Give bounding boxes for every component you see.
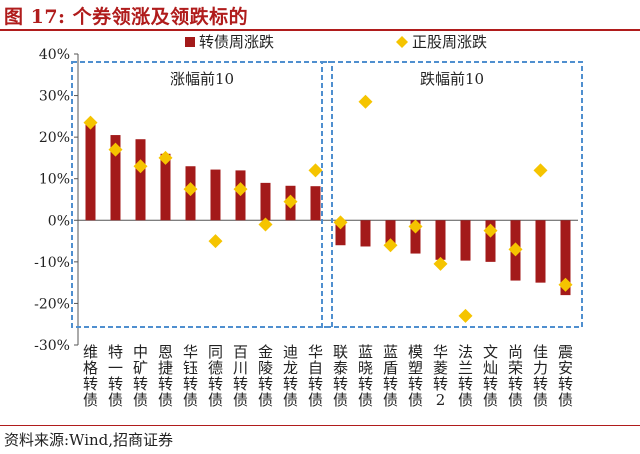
bar-金陵转债 (260, 182, 271, 221)
bar-文灿转债 (485, 220, 496, 262)
y-tick-label: 20% (39, 130, 70, 146)
marker-中矿转债 (133, 159, 148, 174)
x-category-label: 震安转债 (558, 343, 573, 409)
marker-特一转债 (108, 142, 123, 157)
marker-法兰转债 (458, 308, 473, 323)
x-category-label: 佳力转债 (533, 343, 548, 409)
figure-title: 图 17: 个券领涨及领跌标的 (4, 6, 249, 28)
x-category-label: 金陵转债 (258, 343, 273, 409)
x-category-label: 文灿转债 (483, 343, 498, 409)
y-tick-label: -30% (34, 338, 70, 354)
x-category-label: 同德转债 (208, 343, 223, 409)
x-category-label: 尚荣转债 (508, 343, 523, 409)
y-tick-label: 0% (48, 213, 70, 229)
marker-佳力转债 (533, 163, 548, 178)
marker-蓝盾转债 (383, 238, 398, 253)
bar-法兰转债 (460, 220, 471, 261)
marker-华钰转债 (183, 182, 198, 197)
bond-change-chart: 40% 30% 20% 10% 0% -10% -20% -30% 涨幅前10 跌幅前10 维格转债… (34, 33, 583, 409)
group-label-1: 涨幅前10 (170, 70, 234, 88)
group-box-2 (321, 61, 583, 328)
y-tick-label: 10% (39, 172, 70, 188)
group-label-2: 跌幅前10 (420, 70, 484, 88)
marker-华菱转2 (433, 256, 448, 271)
bar-模塑转债 (410, 220, 421, 254)
bar-震安转债 (560, 220, 571, 296)
x-category-label: 模塑转债 (408, 343, 423, 409)
marker-蓝晓转债 (358, 94, 373, 109)
marker-联泰转债 (333, 215, 348, 230)
y-tick-label: -10% (34, 255, 70, 271)
marker-文灿转债 (483, 223, 498, 238)
x-category-label: 恩捷转债 (158, 343, 173, 409)
x-category-label: 中矿转债 (133, 343, 148, 409)
marker-迪龙转债 (283, 194, 298, 209)
bar-华菱转2 (435, 220, 446, 260)
marker-震安转债 (558, 277, 573, 292)
x-category-label: 华菱转 2 (433, 343, 448, 409)
x-category-label: 联泰转债 (333, 343, 348, 409)
bar-蓝盾转债 (385, 220, 396, 248)
chart-container: 40% 30% 20% 10% 0% -10% -20% -30% 涨幅前10 跌幅前10 维格转债… (0, 32, 640, 424)
source-divider (0, 425, 640, 426)
legend-swatch-marker (396, 36, 408, 48)
bar-蓝晓转债 (360, 220, 371, 247)
marker-尚荣转债 (508, 242, 523, 257)
marker-同德转债 (208, 234, 223, 249)
legend-label-marker: 正股周涨跌 (412, 33, 487, 51)
x-category-label: 法兰转债 (458, 343, 473, 409)
bar-恩捷转债 (160, 153, 171, 221)
title-bar: 图 17: 个券领涨及领跌标的 (0, 0, 640, 31)
x-category-label: 蓝盾转债 (383, 343, 398, 409)
marker-维格转债 (83, 115, 98, 130)
bar-华自转债 (310, 186, 321, 221)
y-tick-label: -20% (34, 296, 70, 312)
bar-佳力转债 (535, 220, 546, 283)
bar-联泰转债 (335, 220, 346, 246)
y-tick-label: 40% (39, 47, 70, 63)
bar-维格转债 (85, 120, 96, 221)
x-category-label: 蓝晓转债 (358, 343, 373, 409)
marker-华自转债 (308, 163, 323, 178)
bar-同德转债 (210, 169, 221, 221)
marker-恩捷转债 (158, 150, 173, 165)
group-box-1 (71, 61, 333, 328)
legend-swatch-bar (185, 37, 195, 47)
x-category-label: 维格转债 (83, 343, 98, 409)
source-note: 资料来源:Wind,招商证券 (4, 431, 174, 449)
y-tick-label: 30% (39, 89, 70, 105)
x-category-label: 百川转债 (233, 343, 248, 409)
title-divider (0, 29, 640, 31)
marker-金陵转债 (258, 217, 273, 232)
bar-特一转债 (110, 135, 121, 221)
marker-百川转债 (233, 182, 248, 197)
bar-中矿转债 (135, 139, 146, 221)
x-category-label: 特一转债 (108, 343, 123, 409)
marker-模塑转债 (408, 219, 423, 234)
x-category-label: 华自转债 (308, 343, 323, 409)
x-category-label: 华钰转债 (183, 343, 198, 409)
legend-label-bar: 转债周涨跌 (199, 33, 274, 51)
x-category-label: 迪龙转债 (283, 343, 298, 409)
